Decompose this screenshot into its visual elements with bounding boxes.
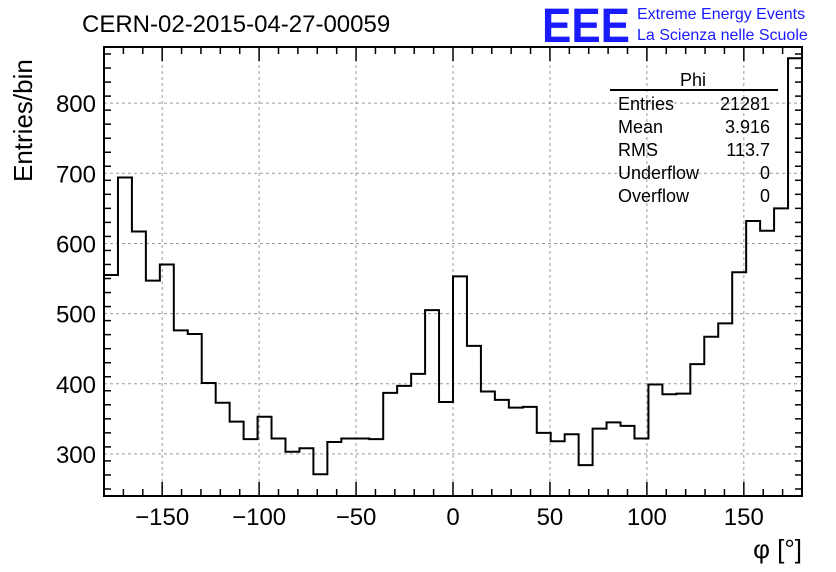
stats-row-label: Overflow [618,186,690,206]
y-tick-label: 300 [56,442,96,469]
stats-box: Phi Entries 21281 Mean 3.916 RMS 113.7 Underfl… [610,70,778,206]
stats-row-label: Entries [618,94,674,114]
grid-lines [104,47,802,496]
stats-row-value: 0 [760,163,770,183]
stats-row-value: 113.7 [726,140,770,160]
stats-row-value: 21281 [720,94,770,114]
x-tick-label: 0 [446,504,459,531]
stats-row-label: Mean [618,117,663,137]
logo: EEE Extreme Energy Events La Scienza nel… [542,0,808,53]
x-tick-label: 100 [627,504,667,531]
y-axis-label: Entries/bin [8,59,38,182]
y-tick-label: 400 [56,372,96,399]
x-tick-label: −50 [336,504,377,531]
histogram-series-line [104,57,802,476]
logo-line-1: Extreme Energy Events [637,6,805,23]
logo-line-2: La Scienza nelle Scuole [637,27,808,44]
chart-title: CERN-02-2015-04-27-00059 [82,11,390,38]
x-tick-label: −100 [232,504,286,531]
y-tick-label: 800 [56,91,96,118]
logo-mark: EEE [542,0,630,53]
stats-row-label: Underflow [618,163,700,183]
y-tick-label: 600 [56,231,96,258]
x-axis-ticks: −150 −100 −50 0 50 100 150 [103,47,803,531]
x-tick-label: 150 [724,504,764,531]
y-axis-ticks: 300 400 500 600 700 800 [56,53,802,490]
x-tick-label: 50 [537,504,564,531]
y-tick-label: 500 [56,302,96,329]
x-axis-label: φ [°] [753,534,802,564]
x-tick-label: −150 [135,504,189,531]
stats-row-value: 0 [760,186,770,206]
y-tick-label: 700 [56,161,96,188]
stats-box-title: Phi [680,70,706,90]
stats-row-label: RMS [618,140,658,160]
stats-row-value: 3.916 [725,117,770,137]
